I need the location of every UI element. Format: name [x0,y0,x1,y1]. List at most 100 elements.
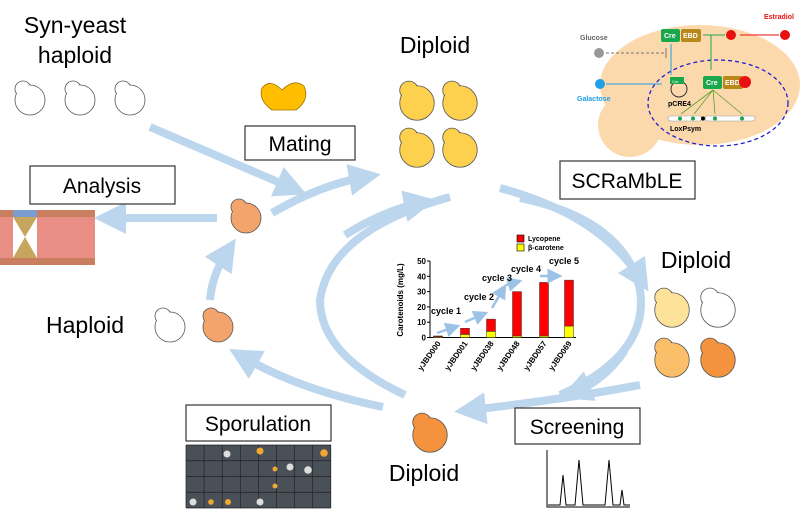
screening-box [514,407,641,445]
estradiol-molecule [726,30,736,40]
haploid-yeast-cell [154,307,186,343]
colony [286,463,294,471]
arrow-to-screening [454,381,641,425]
legend-label: β-carotene [528,245,564,252]
bar-β-carotene [564,325,574,338]
arrow-haploid-to-diploid-2 [269,164,381,217]
bar-Lycopene [433,335,443,337]
inner-loop-left [315,193,452,399]
mating-box [244,125,356,161]
nuclear-cre-label: Cre [706,80,718,87]
sporulation-label: Sporulation [205,413,311,436]
haploid-label: Haploid [46,312,124,338]
y-tick-label: 30 [417,288,426,297]
diploid-yeast-cell [654,287,690,328]
bar-Lycopene [460,328,470,335]
syn-yeast-label: Syn-yeast [24,12,127,38]
inner-loop-arrow-bottom [560,347,629,401]
haploid-yeast-cell [114,80,146,116]
haploid-yeast-cell [202,307,234,343]
diploid-yeast-cell [700,287,736,328]
analysis-label: Analysis [63,175,141,198]
cre-protein [661,29,680,42]
x-tick-label: yJBD048 [495,339,522,372]
diploid-yeast-cell [442,127,478,168]
bar-Lycopene [564,279,574,327]
yeast-cells [14,80,736,453]
bar-β-carotene [460,334,470,338]
haploid-yeast-cell [64,80,96,116]
inner-loop-arrow-top [342,190,436,239]
cycle-arrow [505,277,523,292]
x-tick-label: yJBD057 [522,339,549,372]
galactose-icon [595,79,605,89]
sporulation-plate-image [185,444,332,509]
estradiol-icon [780,30,790,40]
bar-Lycopene [486,318,496,332]
estradiol-label: Estradiol [764,14,794,21]
cre-label: Cre [664,33,676,40]
cycle-label: cycle 4 [511,264,541,274]
diploid-yeast-cell [412,412,448,453]
cycle-label: cycle 1 [431,306,461,316]
sporulation-box [185,404,332,442]
x-tick-label: yJBD000 [416,339,443,372]
x-tick-label: yJBD069 [547,339,574,372]
haploid-yeast-cell [14,80,46,116]
arrow-haploid-up [204,238,236,301]
colony [304,466,312,474]
pcre4-label: pCRE4 [668,101,691,108]
diploid-yeast-cell [442,80,478,121]
screening-label: Screening [530,416,625,439]
legend-swatch [516,234,525,243]
pcre4-cre-label: Cre [672,79,679,84]
bar-β-carotene [486,331,496,338]
glucose-icon [594,48,604,58]
diploid-yeast-cell [700,337,736,378]
cycle-label: cycle 5 [549,256,579,266]
loxpsym-label: LoxPsym [670,126,701,133]
y-tick-label: 40 [417,272,426,281]
mating-label: Mating [268,133,331,156]
diploid-top-label: Diploid [400,32,470,58]
colony [208,499,214,505]
chart-ylabel: Carotenoids (mg/L) [396,263,405,337]
colony [272,466,278,472]
cycle-label: cycle 3 [482,273,512,283]
cycle-arrow [490,283,507,309]
cycle-arrow [436,322,461,338]
cycle-arrow [464,311,489,325]
colony [256,498,264,506]
x-tick-label: yJBD001 [443,339,470,372]
ebd-protein [681,29,701,42]
diploid-bottom-label: Diploid [389,460,459,486]
y-tick-label: 50 [417,257,426,266]
arrow-haploid-to-diploid [148,123,307,197]
mating-yeast-icon [260,82,307,111]
colony [225,499,231,505]
galactose-label: Galactose [577,96,611,103]
inner-loop-right [519,194,645,399]
analysis-box [29,165,176,205]
analysis-image [0,210,95,265]
x-tick-label: yJBD038 [469,339,496,372]
diploid-right-label: Diploid [661,247,731,273]
diploid-yeast-cell [399,127,435,168]
haploid-label-top: haploid [38,42,112,68]
scramble-mechanism-inset: Glucose Galactose Cre pCRE4 Cre EBD Estr… [577,14,800,157]
cycle-label: cycle 2 [464,292,494,302]
colony [223,450,231,458]
diploid-yeast-cell [399,80,435,121]
bar-Lycopene [512,291,522,337]
y-tick-label: 10 [417,318,426,327]
nucleus [647,59,789,147]
ebd-label: EBD [683,33,698,40]
chromatogram-image [546,450,630,508]
legend-label: Lycopene [528,236,561,243]
diploid-yeast-cell [654,337,690,378]
flow-arrows [94,123,649,425]
colony [320,449,328,457]
